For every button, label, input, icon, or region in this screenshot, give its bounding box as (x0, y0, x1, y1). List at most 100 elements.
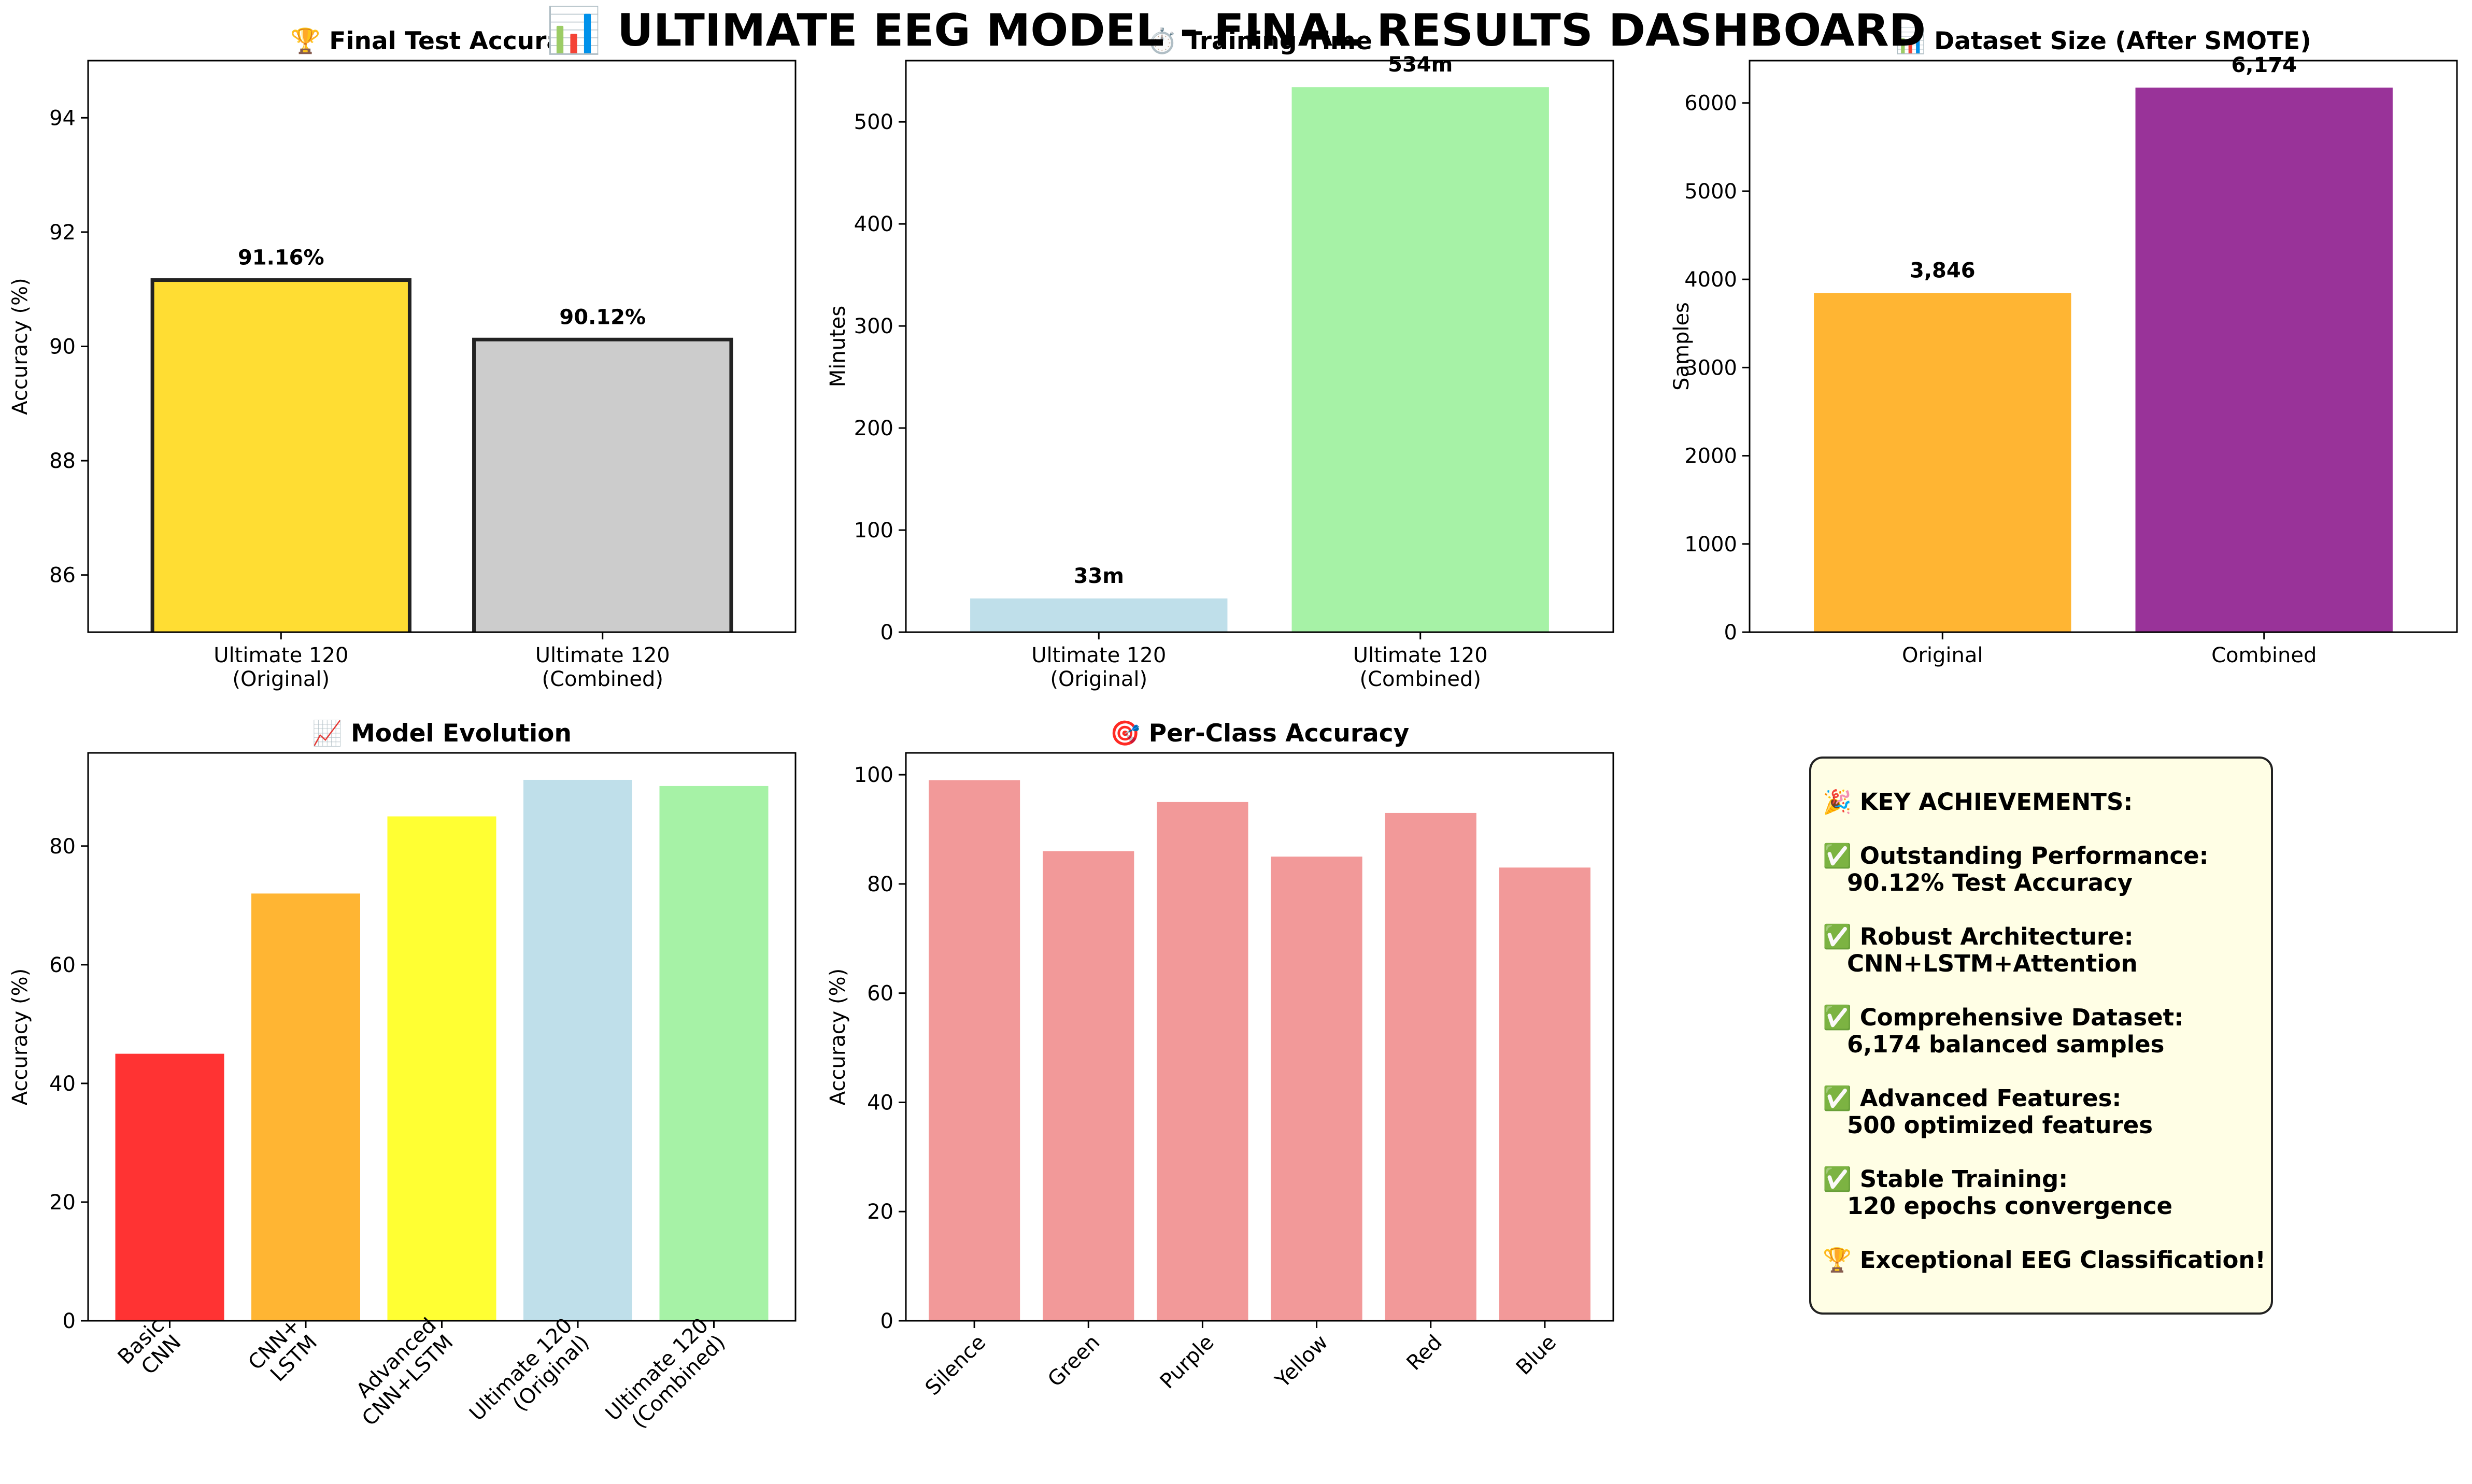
chart-title: 🏆 Final Test Accuracy (290, 27, 593, 55)
chart-final-test-accuracy: 86 88 90 92 94 Ultimate 120 (Original) Ultimate… (8, 27, 797, 691)
y-tick-label: 1000 (1684, 533, 1737, 556)
bar-group (970, 87, 1549, 632)
bar (115, 1053, 224, 1321)
x-tick-label-line: (Original) (232, 667, 330, 691)
bar (1271, 857, 1362, 1321)
achievement-line: CNN+LSTM+Attention (1823, 950, 2138, 977)
y-tick-label: 90 (49, 335, 76, 359)
bar-group (115, 779, 769, 1321)
y-tick-label: 80 (49, 835, 76, 859)
achievement-spacer (1823, 977, 2271, 1004)
x-tick-label: Original (1902, 644, 1983, 667)
bar-group (150, 278, 733, 632)
achievement-line: 🎉 KEY ACHIEVEMENTS: (1823, 788, 2133, 816)
achievement-spacer (1823, 1220, 2271, 1247)
y-tick-label: 2000 (1684, 445, 1737, 468)
x-tick-label: Ultimate 120(Combined) (535, 644, 670, 691)
data-label: 3,846 (1910, 259, 1976, 282)
plot-frame (1749, 60, 2458, 633)
y-tick-label: 100 (854, 763, 893, 787)
bar (251, 893, 360, 1321)
y-axis-label: Accuracy (%) (8, 278, 32, 415)
y-tick-label: 400 (854, 212, 893, 236)
y-tick-label: 300 (854, 315, 893, 338)
bar (387, 816, 496, 1321)
achievement-line: ✅ Robust Architecture: (1823, 923, 2134, 950)
bar (1385, 812, 1476, 1321)
bar-group (929, 780, 1590, 1321)
y-tick-label: 40 (867, 1091, 893, 1115)
data-label: 534m (1388, 53, 1453, 77)
bar (2135, 88, 2393, 632)
y-tick-label: 20 (49, 1191, 76, 1215)
x-tick-label-line: (Original) (1050, 667, 1147, 691)
achievement-spacer (1823, 1058, 2271, 1085)
chart-dataset-size: 0 1000 2000 3000 4000 5000 6000 Original Combine… (1670, 27, 2458, 667)
x-tick-label-line: (Combined) (542, 667, 663, 691)
achievement-line: ✅ Outstanding Performance: (1823, 842, 2209, 869)
y-tick-label: 92 (49, 221, 76, 245)
x-tick-label: Combined (2211, 644, 2317, 667)
plot-frame (905, 60, 1614, 633)
y-tick-label: 100 (854, 519, 893, 543)
achievement-line: 🏆 Exceptional EEG Classification! (1823, 1246, 2266, 1274)
y-tick-label: 0 (1724, 621, 1737, 645)
charts-layer: 86 88 90 92 94 Ultimate 120 (Original) Ultimate… (8, 27, 2458, 1433)
y-tick-label: 94 (49, 106, 76, 130)
achievement-spacer (1823, 816, 2271, 843)
y-tick-label: 20 (867, 1200, 893, 1224)
chart-title: ⏱️ Training Time (1147, 27, 1372, 55)
y-tick-label: 86 (49, 564, 76, 588)
y-tick-label: 0 (880, 621, 893, 645)
y-tick-label: 4000 (1684, 268, 1737, 292)
y-tick-label: 0 (63, 1309, 76, 1333)
data-label: 91.16% (238, 246, 324, 270)
dashboard-title: 📊 ULTIMATE EEG MODEL - FINAL RESULTS DAS… (546, 5, 1926, 56)
x-tick-label: Ultimate 120(Original) (214, 644, 348, 691)
y-axis-label: Minutes (826, 306, 850, 387)
x-tick-label-line: (Combined) (1360, 667, 1481, 691)
chart-title: 📊 Dataset Size (After SMOTE) (1895, 27, 2311, 55)
chart-title: 📈 Model Evolution (312, 719, 572, 748)
bar (1157, 802, 1248, 1321)
y-tick-label: 6000 (1684, 92, 1737, 116)
y-tick-label: 500 (854, 110, 893, 134)
y-tick-label: 60 (49, 953, 76, 977)
y-tick-label: 0 (880, 1309, 893, 1333)
achievement-line: 90.12% Test Accuracy (1823, 869, 2133, 896)
y-tick-label: 88 (49, 449, 76, 473)
data-label: 33m (1074, 564, 1124, 588)
bar (1814, 293, 2071, 632)
bar (1499, 867, 1590, 1321)
achievement-line: 120 epochs convergence (1823, 1192, 2173, 1220)
achievement-line: 500 optimized features (1823, 1111, 2153, 1139)
bar (150, 278, 411, 632)
key-achievements-box: 🎉 KEY ACHIEVEMENTS: ✅ Outstanding Perform… (1809, 757, 2273, 1315)
y-axis-label: Accuracy (%) (826, 968, 850, 1106)
achievement-line: ✅ Stable Training: (1823, 1165, 2068, 1193)
y-tick-label: 40 (49, 1072, 76, 1096)
achievement-spacer (1823, 896, 2271, 923)
achievement-line: 6,174 balanced samples (1823, 1031, 2165, 1058)
y-tick-label: 200 (854, 417, 893, 440)
x-tick-label-line: Combined (2211, 644, 2317, 667)
y-tick-label: 5000 (1684, 180, 1737, 204)
y-tick-label: 3000 (1684, 356, 1737, 380)
bar (929, 780, 1020, 1321)
chart-title: 🎯 Per-Class Accuracy (1110, 719, 1409, 748)
achievement-line: ✅ Advanced Features: (1823, 1085, 2122, 1112)
y-axis-label: Samples (1670, 302, 1694, 391)
x-tick-label: Ultimate 120(Combined) (1353, 644, 1488, 691)
bar (970, 598, 1228, 632)
plot-frame (905, 752, 1614, 1322)
y-tick-label: 80 (867, 873, 893, 896)
achievement-line: ✅ Comprehensive Dataset: (1823, 1004, 2184, 1031)
bar (1043, 851, 1134, 1321)
y-axis-label: Accuracy (%) (8, 968, 32, 1106)
bar-group (1814, 88, 2393, 632)
bar (659, 786, 769, 1321)
data-label: 90.12% (559, 305, 646, 329)
